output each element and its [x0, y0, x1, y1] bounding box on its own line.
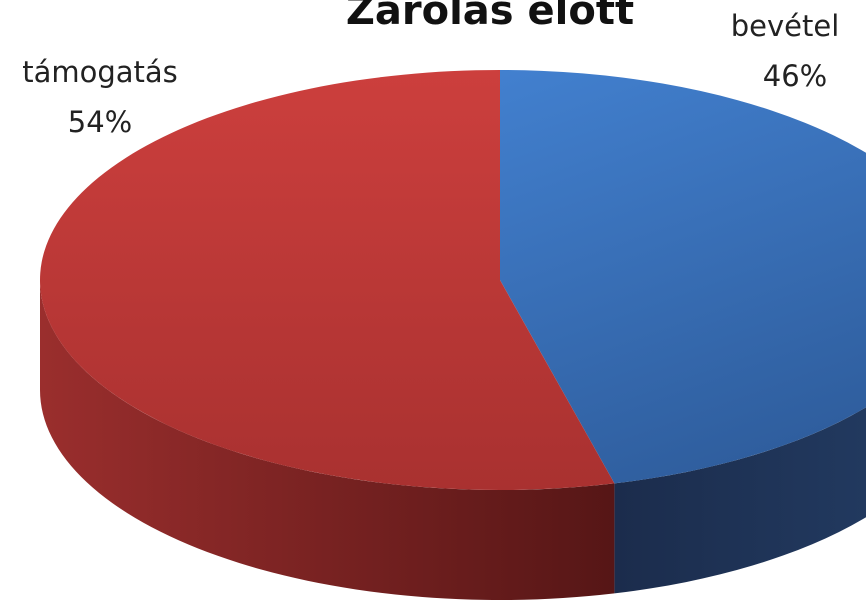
value-label: 46% — [763, 59, 827, 93]
pie — [40, 70, 866, 600]
slice-label: bevétel — [731, 9, 840, 43]
slice-label: támogatás — [22, 55, 178, 89]
chart-title: Zárolás előtt — [346, 0, 634, 34]
slice — [40, 70, 615, 490]
slice-side — [40, 280, 615, 600]
slice — [500, 70, 866, 484]
slice-side — [614, 407, 866, 594]
value-label: 54% — [68, 105, 132, 139]
